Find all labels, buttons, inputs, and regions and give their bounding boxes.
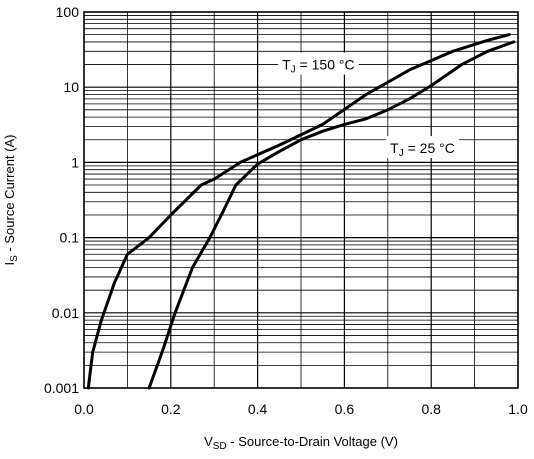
x-axis-label: VSD - Source-to-Drain Voltage (V)	[204, 434, 398, 452]
x-axis-label-rest: - Source-to-Drain Voltage (V)	[227, 434, 398, 449]
x-tick-label: 0.0	[74, 401, 94, 417]
series-label-tj-150c: TJ = 150 °C	[282, 57, 354, 76]
series-layer	[86, 33, 516, 390]
series-label-bg	[386, 136, 459, 159]
x-tick-label: 0.4	[248, 401, 268, 417]
series-label-rest: = 150 °C	[296, 57, 355, 73]
series-label-sub: J	[291, 65, 296, 76]
x-tick-label: 0.2	[161, 401, 181, 417]
series-line-tj-25c	[147, 40, 516, 390]
y-tick-label: 10	[63, 79, 79, 95]
x-axis-label-sub: SD	[213, 441, 227, 452]
y-tick-label: 0.01	[52, 305, 79, 321]
plot-frame	[83, 11, 519, 389]
x-tick-label: 1.0	[508, 401, 528, 417]
series-label-bg	[278, 52, 359, 75]
y-tick-label: 100	[56, 4, 80, 20]
y-axis-label: IS - Source Current (A)	[2, 135, 20, 266]
annotation-layer: TJ = 150 °CTJ = 25 °C	[278, 52, 459, 159]
x-tick-label: 0.6	[335, 401, 355, 417]
y-axis-label-main: I	[2, 262, 17, 266]
series-label-main: T	[390, 140, 399, 156]
y-tick-label: 1	[71, 154, 79, 170]
y-axis-label-rest: - Source Current (A)	[2, 135, 17, 256]
x-axis-label-main: V	[204, 434, 213, 449]
x-tick-label: 0.8	[421, 401, 441, 417]
y-tick-label: 0.001	[44, 380, 79, 396]
series-label-tj-25c: TJ = 25 °C	[390, 140, 455, 159]
series-label-rest: = 25 °C	[404, 140, 455, 156]
y-axis-label-sub: S	[9, 255, 20, 262]
series-label-main: T	[282, 57, 291, 73]
tick-labels: 0.0 0.2 0.4 0.6 0.8 1.0 0.001 0.01 0.1 1 10 100	[44, 4, 528, 417]
series-label-sub: J	[399, 148, 404, 159]
series-line-tj-150c	[86, 33, 511, 390]
grid	[84, 12, 518, 388]
y-tick-label: 0.1	[60, 230, 80, 246]
